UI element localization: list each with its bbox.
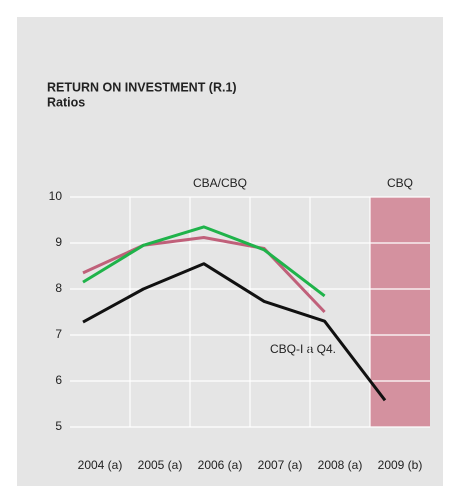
annotation: CBA/CBQ [193,176,247,190]
x-tick-label: 2007 (a) [258,458,303,472]
x-tick-label: 2008 (a) [318,458,363,472]
y-tick-label: 7 [55,327,62,341]
series-label: CBQ-I a Q4. [270,342,336,356]
annotation: CBQ [387,176,413,190]
y-tick-label: 9 [55,235,62,249]
y-tick-label: 10 [49,189,63,203]
chart-title: RETURN ON INVESTMENT (R.1) [47,80,237,94]
x-tick-label: 2006 (a) [198,458,243,472]
x-tick-label: 2005 (a) [138,458,183,472]
x-tick-label: 2004 (a) [78,458,123,472]
shaded-region [370,197,430,427]
series-line [82,235,326,314]
y-tick-label: 5 [55,419,62,433]
y-tick-label: 8 [55,281,62,295]
y-tick-label: 6 [55,373,62,387]
series-line [82,262,387,402]
chart-subtitle: Ratios [47,95,85,109]
x-tick-label: 2009 (b) [378,458,423,472]
series-line [82,225,326,298]
